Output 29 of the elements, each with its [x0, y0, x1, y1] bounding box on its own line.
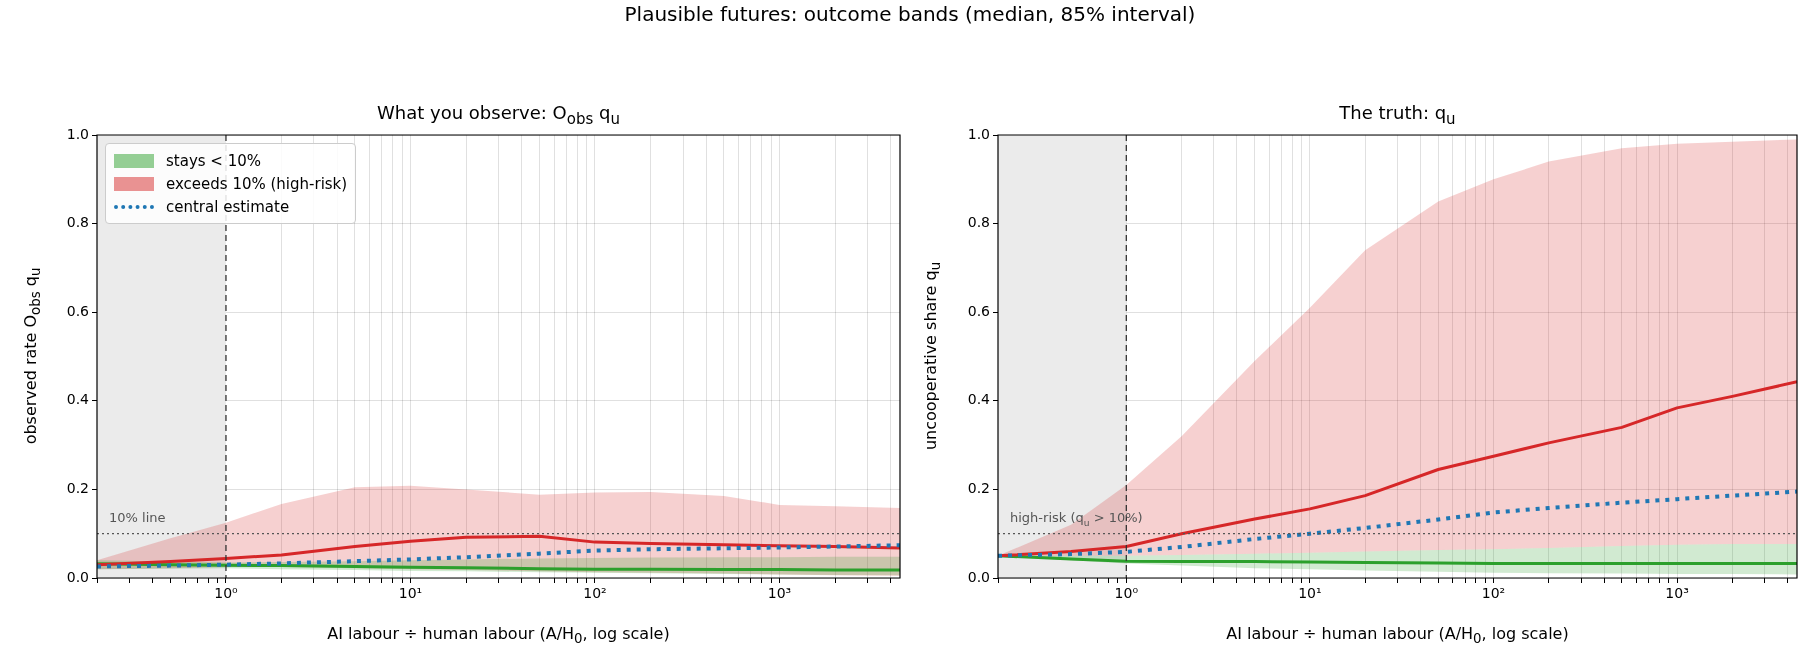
- x-axis-title: AI labour ÷ human labour (A/H$_{0}$, log scale): [326, 624, 671, 647]
- x-tick-label: 10¹: [1298, 585, 1322, 602]
- chart-title: What you observe: O$_{obs}$ q$_{u}$: [376, 102, 621, 128]
- y-tick-label: 0.6: [967, 302, 991, 319]
- y-tick-label: 0.6: [66, 302, 90, 319]
- y-tick-label: 0.4: [967, 391, 991, 408]
- x-tick-label: 10²: [583, 585, 607, 602]
- y-tick-label: 0.8: [66, 214, 89, 231]
- y-tick-label: 0.2: [66, 480, 89, 497]
- x-tick-label: 10⁰: [1114, 585, 1139, 602]
- chart-title: The truth: q$_{u}$: [1338, 102, 1457, 128]
- y-tick-label: 0.4: [66, 391, 90, 408]
- y-tick-label: 1.0: [66, 125, 89, 142]
- x-axis-title: AI labour ÷ human labour (A/H$_{0}$, log scale): [1225, 624, 1570, 647]
- x-tick-label: 10⁰: [214, 585, 239, 602]
- legend-label: exceeds 10% (high-risk): [166, 174, 348, 193]
- x-tick-label: 10²: [1481, 585, 1506, 602]
- x-tick-label: 10¹: [398, 585, 423, 602]
- text: Plausible futures: outcome bands (median, 85% interval): [623, 2, 1197, 26]
- y-tick-label: 0.8: [967, 214, 990, 231]
- x-tick-label: 10³: [767, 585, 792, 602]
- legend-label: stays < 10%: [166, 151, 262, 170]
- ref-line-label: 10% line: [109, 509, 166, 525]
- y-tick-label: 0.0: [66, 568, 89, 585]
- y-tick-label: 0.2: [967, 480, 990, 497]
- y-tick-label: 0.0: [967, 568, 990, 585]
- legend-label: central estimate: [166, 197, 290, 216]
- y-tick-label: 1.0: [967, 125, 990, 142]
- x-tick-label: 10³: [1665, 585, 1689, 602]
